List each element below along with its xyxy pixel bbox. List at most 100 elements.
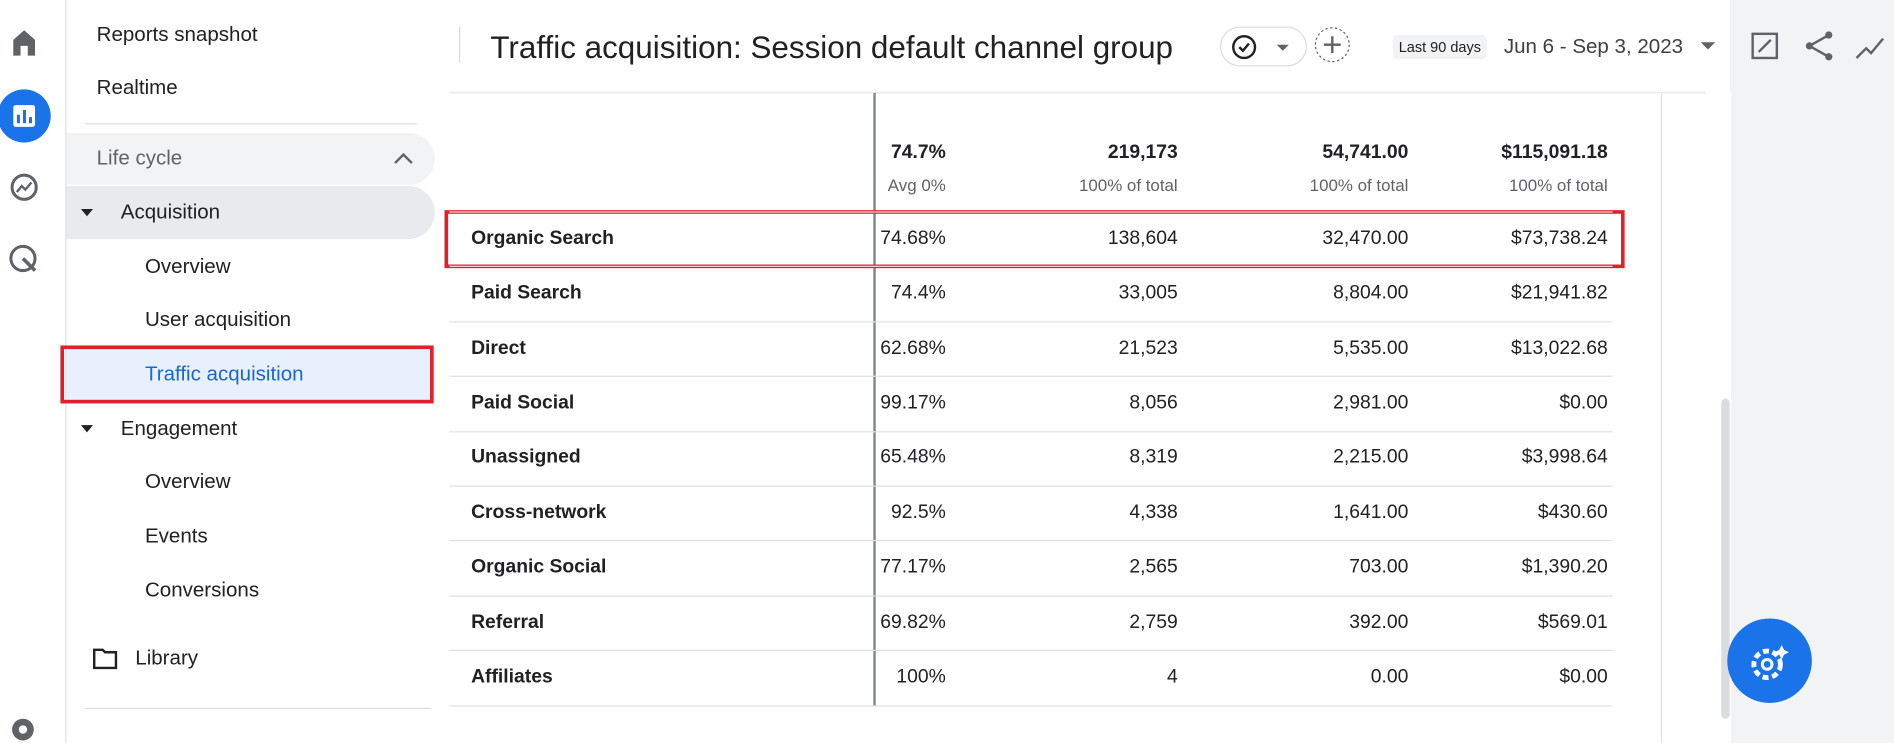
highlight-box [60, 345, 434, 404]
cell-value: 8,056 [1129, 392, 1178, 413]
cell-value: 32,470.00 [1322, 227, 1409, 249]
cell-value: $1,390.20 [1521, 556, 1608, 578]
cell-value: $430.60 [1537, 502, 1608, 523]
cell-value: 4 [1166, 666, 1178, 688]
cell-value: 392.00 [1349, 611, 1409, 633]
total-value: 54,741.00 [1322, 142, 1409, 164]
home-icon[interactable] [13, 30, 36, 56]
divider [459, 26, 461, 63]
nav-item[interactable]: Reports snapshot [96, 22, 258, 46]
cell-value: $21,941.82 [1510, 282, 1608, 304]
right-panel [1729, 0, 1894, 743]
sidebar-icons [80, 152, 413, 670]
row-separator [449, 650, 1613, 652]
nav-item[interactable]: Library [135, 646, 199, 670]
nav-item[interactable]: Overview [144, 254, 231, 278]
cell-value: 33,005 [1118, 282, 1178, 304]
row-separator [449, 430, 1613, 432]
cell-value: 74.4% [890, 282, 946, 304]
cell-value: 8,319 [1129, 447, 1178, 468]
nav-item[interactable]: Events [144, 524, 208, 548]
cell-value: 8,804.00 [1333, 282, 1409, 304]
cell-value: 99.17% [880, 392, 946, 413]
row-label[interactable]: Paid Search [471, 282, 582, 304]
settings-fab[interactable] [1725, 616, 1817, 708]
row-label[interactable]: Paid Social [471, 392, 575, 413]
row-label[interactable]: Affiliates [471, 666, 553, 688]
active-bg [66, 347, 435, 403]
insights-icon[interactable] [1855, 37, 1885, 59]
nav-item[interactable]: User acquisition [144, 308, 292, 331]
cell-value: $569.01 [1537, 611, 1608, 633]
total-value: $115,091.18 [1501, 142, 1608, 164]
header-shadow [449, 91, 1706, 95]
row-label[interactable]: Direct [471, 337, 526, 359]
scroll-track [1660, 91, 1731, 743]
advertising-icon[interactable] [9, 244, 37, 273]
cell-value: 703.00 [1349, 556, 1409, 578]
explore-icon[interactable] [10, 173, 38, 201]
row-label[interactable]: Cross-network [471, 502, 607, 523]
scrollbar[interactable] [1721, 398, 1730, 719]
cell-value: 1,641.00 [1333, 502, 1409, 523]
group-bg [66, 186, 435, 240]
row-separator [449, 485, 1613, 487]
cell-value: $13,022.68 [1510, 337, 1608, 359]
row-label[interactable]: Organic Social [471, 556, 607, 578]
nav-item[interactable]: Life cycle [96, 146, 183, 170]
header-icons [1232, 27, 1350, 63]
divider [84, 123, 417, 125]
cell-value: $73,738.24 [1510, 227, 1608, 249]
row-separator [449, 540, 1613, 542]
cell-value: 62.68% [880, 337, 946, 359]
nav-item[interactable]: Acquisition [120, 200, 221, 224]
column-divider [873, 93, 876, 706]
date-range[interactable]: Jun 6 - Sep 3, 2023 [1503, 35, 1684, 58]
total-sub: 100% of total [1078, 175, 1178, 195]
cell-value: 21,523 [1118, 337, 1178, 359]
total-sub: 100% of total [1309, 175, 1409, 195]
cell-value: 69.82% [880, 611, 946, 633]
row-label[interactable]: Unassigned [471, 447, 581, 468]
row-separator [449, 266, 1613, 268]
status-chip[interactable] [1219, 26, 1307, 67]
nav-item[interactable]: Realtime [96, 76, 178, 100]
nav-item[interactable]: Traffic acquisition [144, 362, 304, 386]
cell-value: 2,759 [1129, 611, 1178, 633]
cell-value: 2,981.00 [1333, 392, 1409, 413]
cell-value: 2,565 [1129, 556, 1178, 578]
row-separator [449, 595, 1613, 597]
share-icon[interactable] [1808, 33, 1830, 58]
section-bg [66, 132, 435, 185]
cell-value: 65.48% [880, 447, 946, 468]
cell-value: 92.5% [890, 502, 946, 523]
cell-value: $0.00 [1559, 392, 1608, 413]
date-caret[interactable] [1697, 24, 1721, 72]
cell-value: $0.00 [1559, 666, 1608, 688]
total-sub: Avg 0% [887, 175, 946, 195]
row-label[interactable]: Referral [471, 611, 545, 633]
cell-value: 2,215.00 [1333, 447, 1409, 468]
highlight-box [444, 210, 1625, 269]
row-separator [449, 211, 1613, 213]
row-separator [449, 375, 1613, 378]
row-separator [449, 321, 1613, 323]
cell-value: 100% [896, 666, 946, 688]
nav-item[interactable]: Overview [144, 469, 231, 493]
edit-icon[interactable] [1751, 32, 1779, 60]
total-sub: 100% of total [1508, 175, 1608, 195]
date-badge: Last 90 days [1392, 35, 1487, 60]
row-label[interactable]: Organic Search [471, 227, 614, 249]
cell-value: 138,604 [1107, 227, 1178, 249]
total-value: 74.7% [890, 142, 946, 164]
cell-value: $3,998.64 [1521, 447, 1608, 468]
divider [84, 707, 432, 710]
total-value: 219,173 [1107, 142, 1178, 164]
nav-item[interactable]: Engagement [120, 416, 238, 440]
nav-item[interactable]: Conversions [144, 578, 260, 602]
cell-value: 74.68% [880, 227, 946, 249]
rail-icons [0, 30, 51, 741]
page-title: Traffic acquisition: Session default cha… [490, 28, 1174, 66]
